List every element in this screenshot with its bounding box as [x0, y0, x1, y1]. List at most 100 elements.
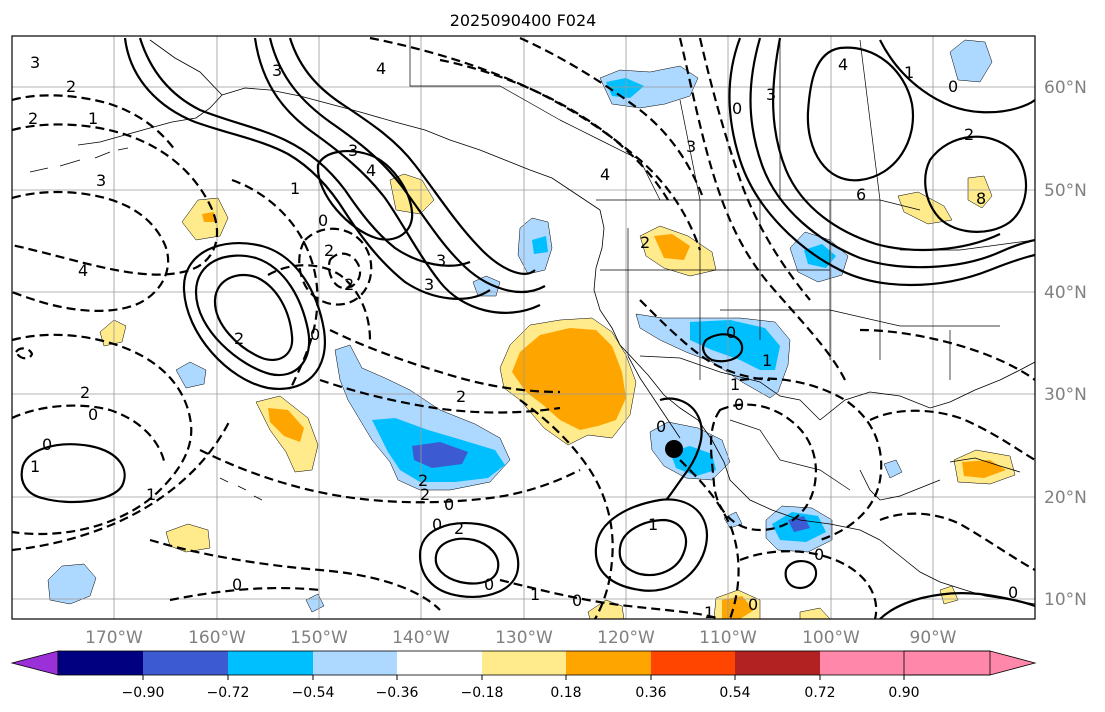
border-us-states — [600, 200, 1035, 380]
contour-solid — [594, 498, 709, 592]
contour-label: 3 — [424, 275, 434, 294]
contour-solid — [728, 37, 1035, 287]
contour-label: 2 — [964, 125, 974, 144]
contour-dashed — [231, 178, 319, 391]
contour-label: 1 — [530, 585, 540, 604]
contour-label: 2 — [66, 77, 76, 96]
coastline-yucatan — [859, 469, 941, 501]
contour-solid — [784, 560, 818, 590]
latitude-labels: 60°N 50°N 40°N 30°N 20°N 10°N — [1044, 78, 1087, 610]
contour-label: 0 — [656, 417, 666, 436]
coastline-baja — [627, 355, 881, 541]
colorbar-tick-label: −0.72 — [207, 685, 250, 701]
contour-solid — [418, 522, 520, 598]
contour-label: 2 — [324, 241, 334, 260]
shade-blue — [804, 244, 836, 268]
colorbar-segment — [566, 651, 651, 675]
contour-dashed — [12, 419, 231, 552]
contour-solid — [316, 150, 414, 241]
shade-light-blue — [305, 593, 325, 613]
colorbar-extend-high — [903, 650, 1037, 676]
contour-dashed — [709, 403, 818, 532]
coastline-gulf — [819, 361, 1035, 421]
shade-light-blue — [47, 563, 97, 605]
contour-label: 3 — [96, 171, 106, 190]
contour-solid — [702, 333, 744, 363]
contour-solid — [194, 254, 311, 377]
contour-solid — [123, 37, 491, 300]
lon-label: 120°W — [597, 628, 655, 648]
contour-label: 3 — [766, 85, 776, 104]
border-us-mexico — [639, 355, 821, 421]
contour-label: 0 — [310, 325, 320, 344]
colorbar-tick-labels: −0.90 −0.72 −0.54 −0.36 −0.18 0.18 0.36 … — [122, 685, 920, 701]
contour-label: 4 — [838, 55, 848, 74]
contour-label: 0 — [318, 211, 328, 230]
contour-solid — [772, 37, 1001, 252]
contour-dashed — [12, 404, 167, 466]
coastline-alaska — [77, 39, 601, 211]
contours — [12, 36, 1035, 619]
contour-label: 0 — [444, 495, 454, 514]
colorbar-tick-label: −0.90 — [122, 685, 165, 701]
map-background — [12, 36, 1035, 619]
contour-solid — [749, 37, 1035, 269]
contour-dashed — [869, 409, 1035, 461]
contour-label: 0 — [1008, 583, 1018, 602]
contour-label: 2 — [454, 519, 464, 538]
colorbar-segment — [820, 651, 904, 675]
contour-label: 3 — [30, 53, 40, 72]
contour-label: 1 — [704, 603, 714, 622]
contour-label: 3 — [686, 137, 696, 156]
contour-label: 2 — [640, 233, 650, 252]
lon-label: 150°W — [290, 628, 348, 648]
contour-label: 0 — [42, 435, 52, 454]
shade-light-yellow — [99, 319, 127, 347]
contour-label: 0 — [484, 575, 494, 594]
map-panel: 3 2 1 2 4 3 4 3 3 0 1 0 6 8 3 4 1 4 3 0 … — [11, 35, 1087, 648]
contour-dashed — [12, 94, 176, 151]
shade-dark-blue — [412, 442, 468, 468]
contour-solid — [618, 518, 688, 577]
contour-dashed — [319, 378, 561, 414]
shade-blue — [532, 236, 548, 254]
border-canada-us — [596, 199, 921, 211]
contour-solid — [434, 537, 500, 585]
colorbar-segment — [397, 651, 482, 675]
contour-label: 2 — [420, 485, 430, 504]
contour-label: 0 — [748, 595, 758, 614]
shade-orange — [722, 596, 754, 619]
shade-orange — [202, 212, 216, 222]
shade-blue — [606, 78, 644, 98]
colorbar-segment — [313, 651, 397, 675]
colorbar: −0.90 −0.72 −0.54 −0.36 −0.18 0.18 0.36 … — [10, 650, 1037, 701]
colorbar-tick-label: −0.36 — [376, 685, 419, 701]
contour-label: 1 — [290, 179, 300, 198]
contour-solid — [879, 592, 1035, 619]
colorbar-segment — [143, 651, 228, 675]
contour-solid — [288, 37, 536, 275]
shade-light-blue — [175, 361, 207, 389]
contour-label: 4 — [376, 59, 386, 78]
coastline-hawaii — [219, 477, 263, 501]
contour-dashed — [698, 37, 811, 301]
colorbar-segment — [735, 651, 820, 675]
contour-label: 0 — [432, 515, 442, 534]
contour-dashed — [678, 37, 846, 381]
coastline-cuba — [949, 457, 1021, 473]
borders — [409, 36, 1035, 491]
colorbar-tick-label: −0.18 — [461, 685, 504, 701]
contour-label: 1 — [30, 457, 40, 476]
contour-solid — [20, 443, 126, 504]
contour-label: 1 — [904, 63, 914, 82]
colorbar-outline — [57, 650, 991, 676]
contour-dashed — [149, 538, 441, 611]
lon-label: 170°W — [85, 628, 143, 648]
contour-dashed — [639, 299, 771, 382]
contour-label: 6 — [856, 185, 866, 204]
contour-label: 3 — [272, 61, 282, 80]
contour-label: 2 — [344, 275, 354, 294]
contour-label: 0 — [726, 323, 736, 342]
contour-label: 4 — [78, 261, 88, 280]
contour-label: 2 — [456, 387, 466, 406]
